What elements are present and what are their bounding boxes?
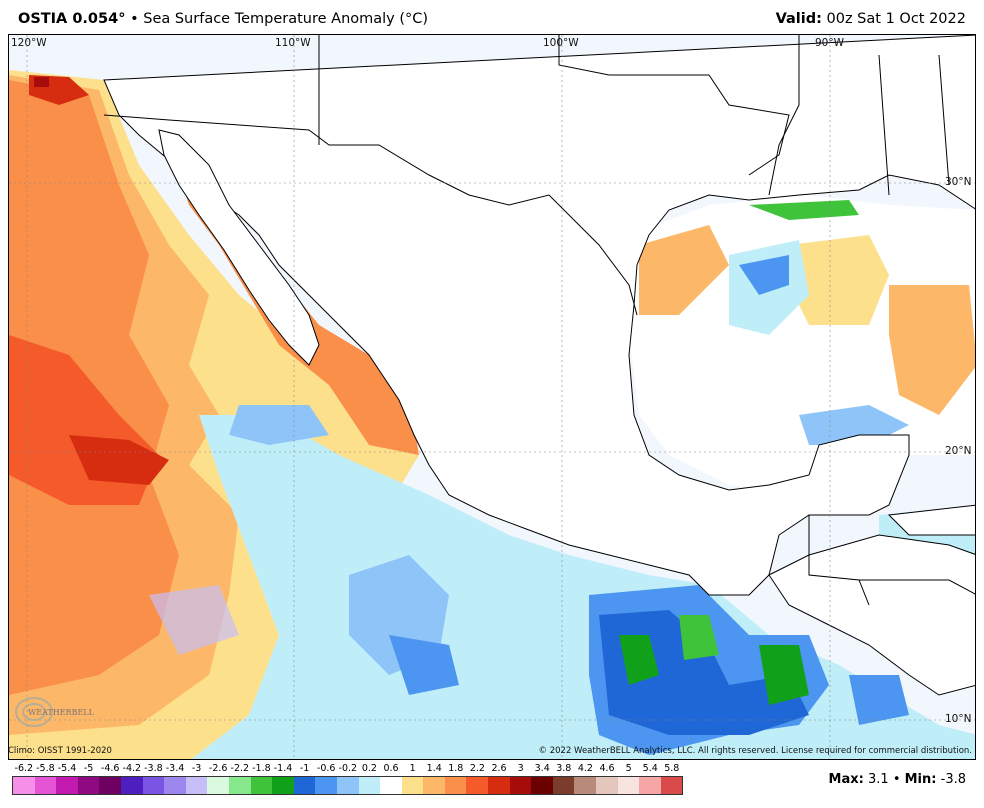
colorbar-tick-label: 2.2 xyxy=(469,763,485,774)
lon-label-120w: 120°W xyxy=(11,37,47,49)
colorbar-swatch xyxy=(488,777,510,794)
colorbar-swatch xyxy=(164,777,186,794)
colorbar-swatch xyxy=(358,777,381,794)
colorbar-tick-label: -0.2 xyxy=(338,763,358,774)
map-title: OSTIA 0.054° • Sea Surface Temperature A… xyxy=(18,11,428,27)
sst-anomaly-map: 120°W 110°W 100°W 90°W 30°N 20°N 10°N xyxy=(8,34,976,760)
colorbar-tick-label: -1.8 xyxy=(252,763,271,774)
colorbar-swatch xyxy=(77,777,100,794)
colorbar-swatch xyxy=(293,777,316,794)
colorbar-swatch xyxy=(272,777,294,794)
degree-symbol: ° xyxy=(118,11,126,27)
min-value: -3.8 xyxy=(940,772,966,787)
land-masses xyxy=(103,35,975,696)
colorbar-tick-label: 2.6 xyxy=(491,763,507,774)
colorbar-tick-label: -4.2 xyxy=(122,763,142,774)
colorbar-tick-label: 0.6 xyxy=(383,763,399,774)
model-name: OSTIA 0.054 xyxy=(18,11,119,27)
colorbar-tick-label: 4.6 xyxy=(599,763,615,774)
colorbar-tick-label: -3.8 xyxy=(144,763,163,774)
colorbar-swatch xyxy=(250,777,273,794)
graticule xyxy=(9,35,975,759)
lat-label-20n: 20°N xyxy=(945,445,972,457)
colorbar-tick-label: 5.8 xyxy=(664,763,680,774)
colorbar xyxy=(12,776,684,795)
colorbar-labels: -6.2 -5.8 -5.4 -5 -4.6 -4.2 -3.8 -3.4 -3 -2.6 -2.2… xyxy=(0,763,720,775)
weatherbell-logo: WEATHERBELL xyxy=(12,692,102,732)
lat-label-10n: 10°N xyxy=(945,713,972,725)
colorbar-swatch xyxy=(56,777,78,794)
logo-text: WEATHERBELL xyxy=(28,708,95,717)
colorbar-swatch xyxy=(185,777,208,794)
colorbar-swatch xyxy=(336,777,359,794)
colorbar-tick-label: 4.2 xyxy=(577,763,593,774)
colorbar-swatch xyxy=(207,777,229,794)
colorbar-tick-label: -2.6 xyxy=(208,763,228,774)
colorbar-tick-label: -3.4 xyxy=(165,763,185,774)
colorbar-tick-label: -2.2 xyxy=(230,763,250,774)
colorbar-tick-label: 3 xyxy=(517,763,524,774)
lon-label-90w: 90°W xyxy=(815,37,844,49)
colorbar-tick-label: 1 xyxy=(409,763,416,774)
anomaly-shading xyxy=(9,70,975,759)
colorbar-tick-label: -1.4 xyxy=(273,763,293,774)
max-min-separator: • xyxy=(892,772,901,787)
lon-label-110w: 110°W xyxy=(275,37,311,49)
colorbar-swatch xyxy=(380,777,402,794)
max-min-readout: Max: 3.1 • Min: -3.8 xyxy=(829,772,966,787)
valid-time-value: 00z Sat 1 Oct 2022 xyxy=(826,11,966,27)
colorbar-swatch xyxy=(552,777,575,794)
colorbar-tick-label: -5.4 xyxy=(57,763,77,774)
colorbar-tick-label: 1.4 xyxy=(426,763,442,774)
colorbar-swatch xyxy=(228,777,251,794)
header-bar: OSTIA 0.054° • Sea Surface Temperature A… xyxy=(0,0,984,34)
valid-label: Valid: xyxy=(775,11,822,27)
colorbar-swatch xyxy=(142,777,165,794)
colorbar-tick-label: -0.6 xyxy=(316,763,336,774)
colorbar-swatch xyxy=(596,777,618,794)
title-bullet: • xyxy=(130,11,139,27)
product-name: Sea Surface Temperature Anomaly (°C) xyxy=(143,11,429,27)
colorbar-swatch xyxy=(120,777,143,794)
borders xyxy=(103,35,975,606)
lon-label-100w: 100°W xyxy=(543,37,579,49)
map-graphic xyxy=(9,35,975,759)
colorbar-swatch xyxy=(34,777,57,794)
climo-note: Climo: OISST 1991-2020 xyxy=(8,746,112,756)
colorbar-tick-label: 1.8 xyxy=(448,763,464,774)
colorbar-swatch xyxy=(574,777,597,794)
colorbar-swatch xyxy=(531,777,553,794)
colorbar-swatch xyxy=(639,777,661,794)
colorbar-tick-label: 0.2 xyxy=(361,763,377,774)
colorbar-tick-label: 5 xyxy=(625,763,632,774)
colorbar-tick-label: 3.4 xyxy=(534,763,550,774)
colorbar-swatch xyxy=(423,777,445,794)
colorbar-tick-label: -4.6 xyxy=(100,763,120,774)
min-label: Min: xyxy=(904,772,937,787)
colorbar-swatch xyxy=(509,777,532,794)
copyright-note: © 2022 WeatherBELL Analytics, LLC. All r… xyxy=(538,746,972,756)
colorbar-swatch xyxy=(466,777,489,794)
colorbar-swatch xyxy=(13,777,35,794)
colorbar-swatch xyxy=(660,777,683,794)
logo-swirl-icon: WEATHERBELL xyxy=(15,697,95,727)
colorbar-tick-label: -6.2 xyxy=(14,763,34,774)
lat-label-30n: 30°N xyxy=(945,176,972,188)
colorbar-swatch xyxy=(617,777,640,794)
colorbar-swatch xyxy=(401,777,424,794)
colorbar-tick-label: 5.4 xyxy=(642,763,658,774)
colorbar-tick-label: 3.8 xyxy=(556,763,572,774)
colorbar-tick-label: -1 xyxy=(299,763,310,774)
max-value: 3.1 xyxy=(867,772,889,787)
colorbar-swatch xyxy=(99,777,121,794)
colorbar-swatch xyxy=(315,777,337,794)
valid-time: Valid: 00z Sat 1 Oct 2022 xyxy=(776,11,966,27)
colorbar-swatch xyxy=(444,777,467,794)
max-label: Max: xyxy=(828,772,864,787)
colorbar-tick-label: -5 xyxy=(83,763,94,774)
colorbar-tick-label: -3 xyxy=(191,763,202,774)
colorbar-tick-label: -5.8 xyxy=(36,763,55,774)
